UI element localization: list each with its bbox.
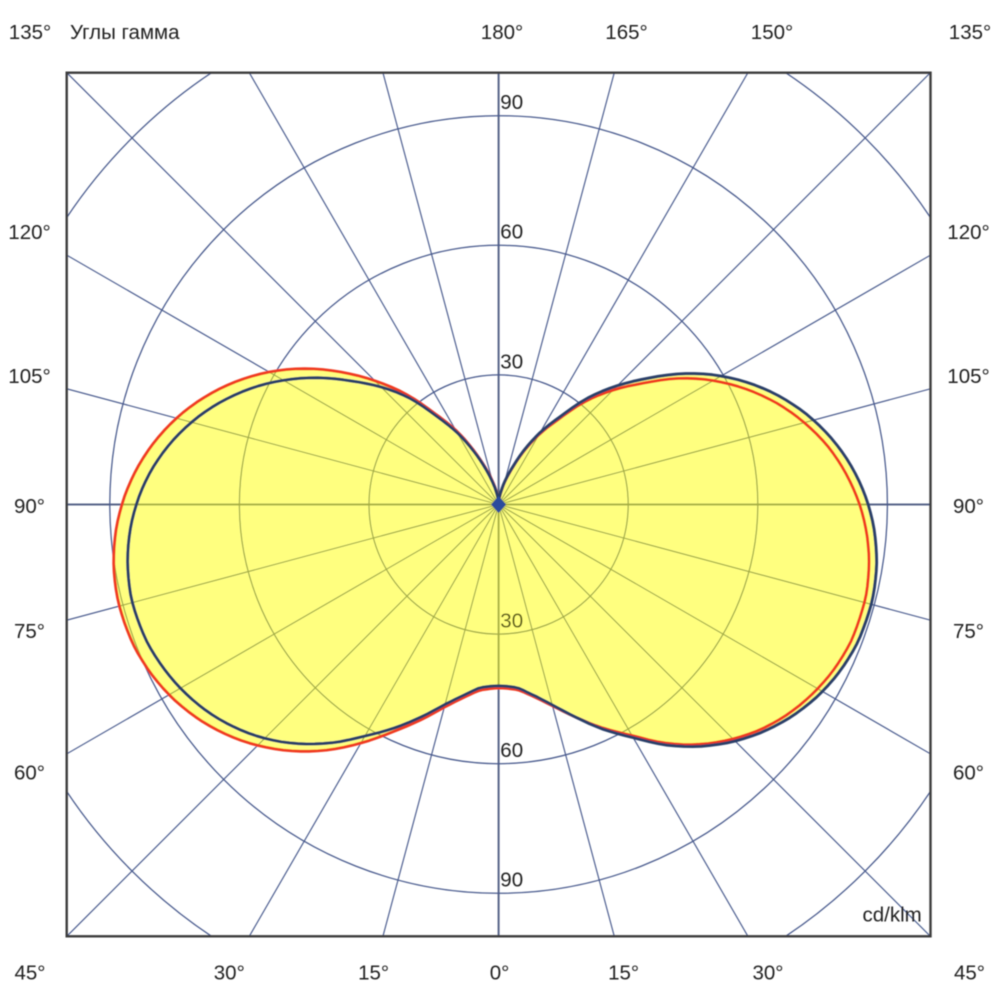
svg-text:15°: 15° (358, 961, 389, 984)
svg-text:30°: 30° (752, 961, 783, 984)
svg-text:75°: 75° (14, 620, 45, 643)
svg-text:135°: 135° (949, 21, 991, 44)
svg-text:45°: 45° (14, 961, 45, 984)
svg-text:0°: 0° (490, 961, 510, 984)
svg-text:75°: 75° (953, 620, 984, 643)
svg-text:Углы гамма: Углы гамма (70, 21, 180, 44)
svg-text:105°: 105° (947, 365, 989, 388)
svg-text:30: 30 (500, 610, 523, 633)
svg-text:45°: 45° (954, 961, 985, 984)
svg-text:90: 90 (500, 869, 523, 892)
svg-text:120°: 120° (8, 221, 50, 244)
svg-text:60°: 60° (953, 761, 984, 784)
svg-text:cd/klm: cd/klm (863, 904, 922, 927)
svg-text:135°: 135° (9, 21, 51, 44)
svg-text:120°: 120° (947, 221, 989, 244)
svg-text:90°: 90° (953, 495, 984, 518)
svg-text:60: 60 (500, 739, 523, 762)
svg-text:90: 90 (500, 91, 523, 114)
svg-text:30°: 30° (214, 961, 245, 984)
svg-text:90°: 90° (14, 495, 45, 518)
svg-text:60°: 60° (14, 761, 45, 784)
svg-text:105°: 105° (8, 365, 50, 388)
svg-text:30: 30 (500, 350, 523, 373)
svg-text:165°: 165° (605, 21, 647, 44)
svg-text:60: 60 (500, 221, 523, 244)
svg-text:15°: 15° (608, 961, 639, 984)
svg-text:180°: 180° (481, 21, 523, 44)
svg-text:150°: 150° (751, 21, 793, 44)
